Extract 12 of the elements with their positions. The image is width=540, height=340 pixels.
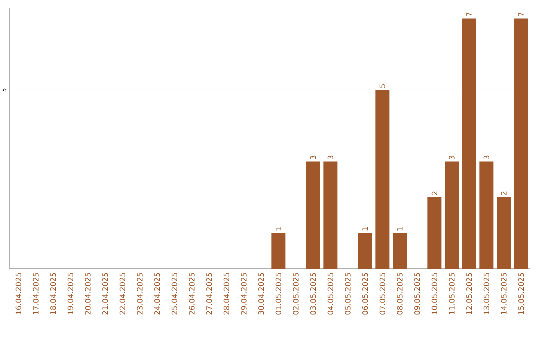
bar	[428, 197, 442, 269]
bar	[462, 18, 476, 269]
bar	[514, 18, 528, 269]
bar	[393, 233, 408, 269]
bar	[445, 162, 460, 269]
bar	[324, 162, 338, 269]
bar	[480, 162, 494, 269]
bar	[497, 197, 512, 269]
bar	[272, 233, 286, 269]
bar	[358, 233, 372, 269]
bar	[376, 90, 390, 269]
bar	[306, 162, 320, 269]
